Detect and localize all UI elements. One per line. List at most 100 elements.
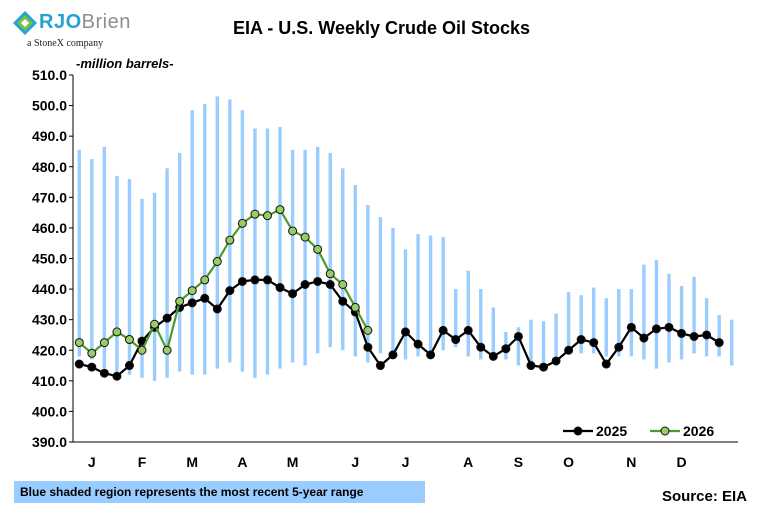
range-bar [278,126,282,369]
logo-tagline: a StoneX company [27,38,104,49]
range-bar [667,273,671,363]
data-point-2026 [74,338,84,348]
x-month-label: O [563,454,574,470]
data-point-2026 [313,244,323,254]
range-bar [403,249,408,360]
data-point-2026 [350,302,360,312]
y-tick-label: 420.0 [32,342,67,358]
range-bar [579,295,583,354]
x-month-label: J [88,454,96,470]
logo-wordmark: RJOBrien [39,11,131,34]
data-point-2025 [677,328,687,338]
data-point-2025 [513,331,523,341]
data-point-2025 [187,298,197,308]
data-point-2026 [200,275,210,285]
range-bar [466,270,470,357]
chart-legend: 2025 2026 [563,423,714,439]
data-point-2025 [237,276,247,286]
data-point-2025 [714,338,724,348]
y-tick-label: 430.0 [32,312,67,328]
data-point-2026 [237,218,247,228]
x-month-label: M [287,454,299,470]
legend-marker-2026 [660,426,670,436]
data-point-2025 [651,324,661,334]
range-bar [679,286,684,360]
data-point-2025 [463,325,473,335]
legend-label-2026: 2026 [683,423,714,439]
range-bar [90,159,94,360]
data-point-2025 [702,330,712,340]
data-point-2025 [476,342,486,352]
range-bar [479,289,483,360]
range-bar [303,149,307,366]
range-bar [265,128,270,375]
data-point-2025 [589,338,599,348]
data-point-2025 [87,362,97,372]
data-point-2025 [576,335,586,345]
data-point-2026 [363,325,373,335]
range-bar [516,327,521,366]
data-point-2025 [664,322,674,332]
range-bar [654,260,659,369]
y-axis-unit-label: -million barrels- [76,56,174,71]
series-line-2025 [79,278,720,378]
y-tick-label: 480.0 [32,159,67,175]
data-point-2025 [564,345,574,355]
range-bar [253,128,257,378]
y-tick-label: 410.0 [32,373,67,389]
range-bar [453,289,458,348]
range-bar [353,185,358,357]
data-point-2025 [363,342,373,352]
data-point-2025 [426,350,436,360]
legend-marker-2025 [573,426,583,436]
data-point-2025 [225,286,235,296]
five-year-range-bars [77,96,734,381]
range-bar [127,178,132,375]
chart-title: EIA - U.S. Weekly Crude Oil Stocks [232,18,531,38]
range-bar [529,319,533,363]
x-month-label: S [514,454,523,470]
data-point-2025 [338,296,348,306]
source-label: Source: EIA [661,488,747,505]
range-bar [366,204,370,363]
logo-brand-primary: RJO [39,11,82,33]
data-point-2026 [175,296,185,306]
range-footnote: Blue shaded region represents the most r… [14,481,425,503]
range-bar [190,110,194,375]
data-point-2026 [112,327,122,337]
data-point-2025 [288,289,298,299]
data-point-2025 [438,325,448,335]
range-bar [541,321,546,363]
range-bar [165,168,169,378]
y-tick-label: 490.0 [32,128,67,144]
company-logo: RJOBrien a StoneX company [13,10,133,50]
data-point-2025 [313,276,323,286]
range-bar [152,192,157,381]
data-point-2026 [250,209,260,219]
data-point-2026 [99,338,109,348]
range-bar [240,110,245,372]
y-tick-label: 470.0 [32,189,67,205]
data-point-2025 [488,351,498,361]
x-month-label: N [626,454,636,470]
data-point-2025 [401,327,410,337]
y-tick-label: 400.0 [32,403,67,419]
data-point-2026 [124,335,134,345]
range-bar [604,298,608,357]
data-point-2025 [551,356,561,366]
range-bar [177,152,182,372]
data-point-2025 [275,283,285,293]
y-tick-label: 500.0 [32,98,67,114]
legend-label-2025: 2025 [596,423,627,439]
data-point-2026 [262,211,272,221]
range-bar [704,298,709,357]
data-point-2025 [325,279,335,289]
range-bar [717,315,721,357]
data-point-2026 [325,269,335,279]
data-point-2025 [639,333,649,343]
data-point-2025 [99,368,109,378]
data-point-2025 [689,331,699,341]
data-point-2026 [162,345,172,355]
data-point-2025 [413,339,423,349]
